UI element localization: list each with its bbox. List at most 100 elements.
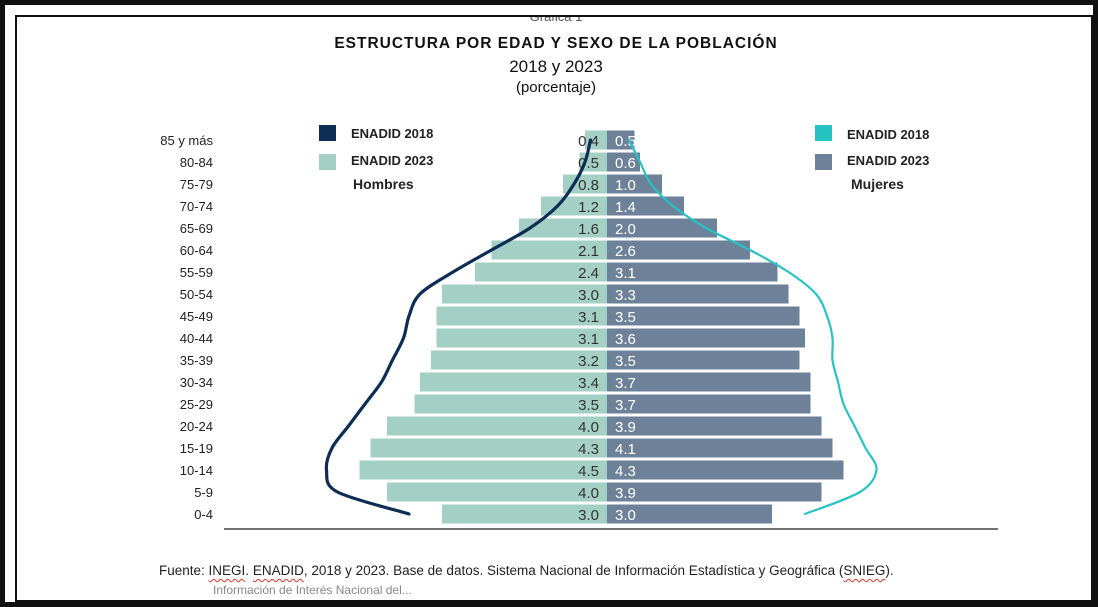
- data-label-hombres: 3.0: [578, 507, 599, 524]
- data-label-hombres: 4.0: [578, 485, 599, 502]
- bar-mujeres-2023: [607, 482, 822, 502]
- bar-mujeres-2023: [607, 372, 811, 392]
- legend-swatch-hombres-2023: [319, 154, 336, 170]
- bar-hombres-2023: [541, 196, 607, 216]
- chart-panel: Gráfica 1 ESTRUCTURA POR EDAD Y SEXO DE …: [15, 15, 1093, 602]
- legend-label-hombres-2018: ENADID 2018: [351, 126, 433, 141]
- data-label-hombres: 3.4: [578, 375, 599, 392]
- age-group-label: 55-59: [180, 265, 213, 280]
- bar-hombres-2023: [436, 328, 607, 348]
- source-end: ).: [885, 563, 894, 578]
- data-label-mujeres: 4.1: [615, 441, 636, 458]
- data-label-mujeres: 3.3: [615, 287, 636, 304]
- legend-label-mujeres-2018: ENADID 2018: [847, 127, 929, 142]
- data-label-mujeres: 3.6: [615, 331, 636, 348]
- side-label-mujeres: Mujeres: [851, 176, 904, 192]
- bar-hombres-2023: [420, 372, 607, 392]
- data-label-hombres: 2.1: [578, 243, 599, 260]
- data-label-hombres: 3.5: [578, 397, 599, 414]
- age-group-label: 10-14: [180, 463, 213, 478]
- age-group-label: 15-19: [180, 441, 213, 456]
- data-label-hombres: 4.5: [578, 463, 599, 480]
- data-label-hombres: 4.0: [578, 419, 599, 436]
- source-prefix: Fuente:: [159, 563, 209, 578]
- bar-mujeres-2023: [607, 152, 640, 172]
- data-label-hombres: 1.2: [578, 199, 599, 216]
- age-group-label: 85 y más: [160, 133, 213, 148]
- data-label-mujeres: 4.3: [615, 463, 636, 480]
- bar-hombres-2023: [475, 262, 607, 282]
- bar-mujeres-2023: [607, 416, 822, 436]
- data-label-hombres: 1.6: [578, 221, 599, 238]
- legend-swatch-mujeres-2023: [815, 154, 832, 170]
- age-group-label: 80-84: [180, 155, 213, 170]
- bar-hombres-2023: [442, 504, 607, 524]
- data-label-hombres: 3.1: [578, 309, 599, 326]
- age-group-label: 0-4: [194, 507, 213, 522]
- chart-unit: (porcentaje): [515, 79, 597, 96]
- line-mujeres-2018: [627, 138, 878, 516]
- bar-mujeres-2023: [607, 438, 833, 458]
- bar-hombres-2023: [359, 460, 607, 480]
- data-label-mujeres: 2.6: [615, 243, 636, 260]
- data-label-mujeres: 3.5: [615, 353, 636, 370]
- legend-swatch-mujeres-2018: [815, 125, 832, 141]
- data-label-mujeres: 2.0: [615, 221, 636, 238]
- line-hombres-2018: [324, 138, 593, 516]
- age-group-label: 65-69: [180, 221, 213, 236]
- age-group-label: 50-54: [180, 287, 213, 302]
- chart-subtitle: 2018 y 2023: [509, 57, 603, 76]
- bar-mujeres-2023: [607, 460, 844, 480]
- bar-hombres-2023: [370, 438, 607, 458]
- bar-mujeres-2023: [607, 130, 635, 150]
- legend-label-mujeres-2023: ENADID 2023: [847, 153, 929, 168]
- age-group-label: 70-74: [180, 199, 213, 214]
- bar-hombres-2023: [491, 240, 607, 260]
- bar-hombres-2023: [436, 306, 607, 326]
- age-group-label: 35-39: [180, 353, 213, 368]
- data-label-hombres: 2.4: [578, 265, 599, 282]
- data-label-mujeres: 3.1: [615, 265, 636, 282]
- data-label-mujeres: 3.9: [615, 419, 636, 436]
- data-label-mujeres: 3.0: [615, 507, 636, 524]
- data-label-hombres: 4.3: [578, 441, 599, 458]
- age-group-label: 20-24: [180, 419, 213, 434]
- bar-hombres-2023: [563, 174, 607, 194]
- data-label-mujeres: 1.4: [615, 199, 636, 216]
- data-label-hombres: 3.0: [578, 287, 599, 304]
- data-label-hombres: 0.8: [578, 177, 599, 194]
- bar-mujeres-2023: [607, 196, 684, 216]
- source-inegi: INEGI: [208, 563, 246, 578]
- bar-mujeres-2023: [607, 504, 772, 524]
- data-label-mujeres: 3.7: [615, 375, 636, 392]
- data-label-mujeres: 3.7: [615, 397, 636, 414]
- source-mid: , 2018 y 2023. Base de datos. Sistema Na…: [303, 563, 844, 578]
- bar-mujeres-2023: [607, 350, 800, 370]
- source-note-continuation: Información de Interés Nacional del...: [213, 583, 412, 597]
- bar-hombres-2023: [431, 350, 607, 370]
- data-label-mujeres: 3.9: [615, 485, 636, 502]
- age-group-label: 40-44: [180, 331, 213, 346]
- bar-hombres-2023: [387, 416, 607, 436]
- source-note: Fuente: INEGI. ENADID, 2018 y 2023. Base…: [159, 563, 894, 578]
- bar-mujeres-2023: [607, 262, 778, 282]
- legend-swatch-hombres-2018: [319, 125, 336, 141]
- legend-label-hombres-2023: ENADID 2023: [351, 153, 433, 168]
- bar-mujeres-2023: [607, 394, 811, 414]
- chart-title: ESTRUCTURA POR EDAD Y SEXO DE LA POBLACI…: [334, 35, 778, 52]
- data-label-mujeres: 1.0: [615, 177, 636, 194]
- figure-number: Gráfica 1: [529, 15, 583, 24]
- data-label-mujeres: 3.5: [615, 309, 636, 326]
- age-group-label: 60-64: [180, 243, 213, 258]
- data-label-mujeres: 0.6: [615, 155, 636, 172]
- bar-mujeres-2023: [607, 284, 789, 304]
- bar-hombres-2023: [519, 218, 607, 238]
- side-label-hombres: Hombres: [353, 176, 414, 192]
- bar-mujeres-2023: [607, 240, 750, 260]
- bar-mujeres-2023: [607, 306, 800, 326]
- source-sep: .: [245, 563, 253, 578]
- age-group-label: 75-79: [180, 177, 213, 192]
- source-snieg: SNIEG: [843, 563, 886, 578]
